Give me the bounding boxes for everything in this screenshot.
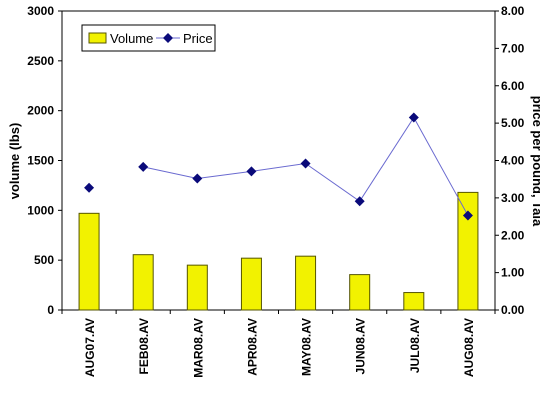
- y2-tick-label: 5.00: [501, 116, 525, 130]
- y2-tick-label: 3.00: [501, 191, 525, 205]
- price-marker: [462, 210, 473, 221]
- volume-bar: [132, 254, 154, 311]
- x-tick-label: FEB08.AV: [137, 318, 151, 374]
- y-tick-label: 1000: [27, 203, 54, 217]
- price-marker: [84, 182, 95, 193]
- volume-bar: [78, 212, 100, 311]
- y-tick-label: 2500: [27, 54, 54, 68]
- x-tick-label: MAY08.AV: [300, 318, 314, 376]
- volume-bar: [295, 255, 317, 311]
- y-tick-label: 2000: [27, 104, 54, 118]
- left-axis-ticks: 0 500 1000 1500 2000 2500 3000: [27, 4, 62, 317]
- x-tick-label: AUG07.AV: [83, 318, 97, 377]
- plot-area: [61, 10, 496, 311]
- y2-tick-label: 7.00: [501, 41, 525, 55]
- legend-volume-label: Volume: [110, 31, 153, 46]
- price-marker: [300, 158, 311, 169]
- x-tick-label: MAR08.AV: [191, 318, 205, 378]
- x-tick-label: JUN08.AV: [354, 318, 368, 374]
- x-tick-label: JUL08.AV: [408, 318, 422, 373]
- y2-tick-label: 8.00: [501, 4, 525, 18]
- y-tick-label: 0: [47, 303, 54, 317]
- volume-bars: [78, 191, 479, 311]
- price-marker: [408, 112, 419, 123]
- y-axis-title: volume (lbs): [7, 123, 22, 200]
- y2-tick-label: 2.00: [501, 228, 525, 242]
- volume-bar: [457, 191, 479, 311]
- y2-axis-title: price per pound, Tala: [530, 96, 540, 227]
- y2-tick-label: 6.00: [501, 79, 525, 93]
- volume-bar: [240, 257, 262, 311]
- legend: Volume Price: [81, 24, 216, 52]
- volume-bar: [186, 264, 208, 311]
- legend-price-marker: [163, 33, 173, 43]
- y-tick-label: 3000: [27, 4, 54, 18]
- x-tick-label: APR08.AV: [245, 318, 259, 376]
- price-markers: [84, 112, 473, 221]
- right-axis-ticks: 0.00 1.00 2.00 3.00 4.00 5.00 6.00 7.00 8.00: [495, 4, 525, 317]
- price-marker: [354, 196, 365, 207]
- x-tick-label: AUG08.AV: [462, 318, 476, 377]
- price-marker: [192, 173, 203, 184]
- y-tick-label: 1500: [27, 154, 54, 168]
- volume-bar: [403, 292, 425, 311]
- legend-volume-swatch: [88, 32, 107, 44]
- price-marker: [246, 166, 257, 177]
- price-marker: [138, 161, 149, 172]
- y-tick-label: 500: [34, 253, 54, 267]
- y2-tick-label: 1.00: [501, 266, 525, 280]
- y2-tick-label: 4.00: [501, 154, 525, 168]
- y2-tick-label: 0.00: [501, 303, 525, 317]
- legend-price-label: Price: [183, 31, 213, 46]
- volume-bar: [349, 274, 371, 311]
- x-axis-ticks: AUG07.AV FEB08.AV MAR08.AV APR08.AV MAY08.AV…: [61, 310, 496, 378]
